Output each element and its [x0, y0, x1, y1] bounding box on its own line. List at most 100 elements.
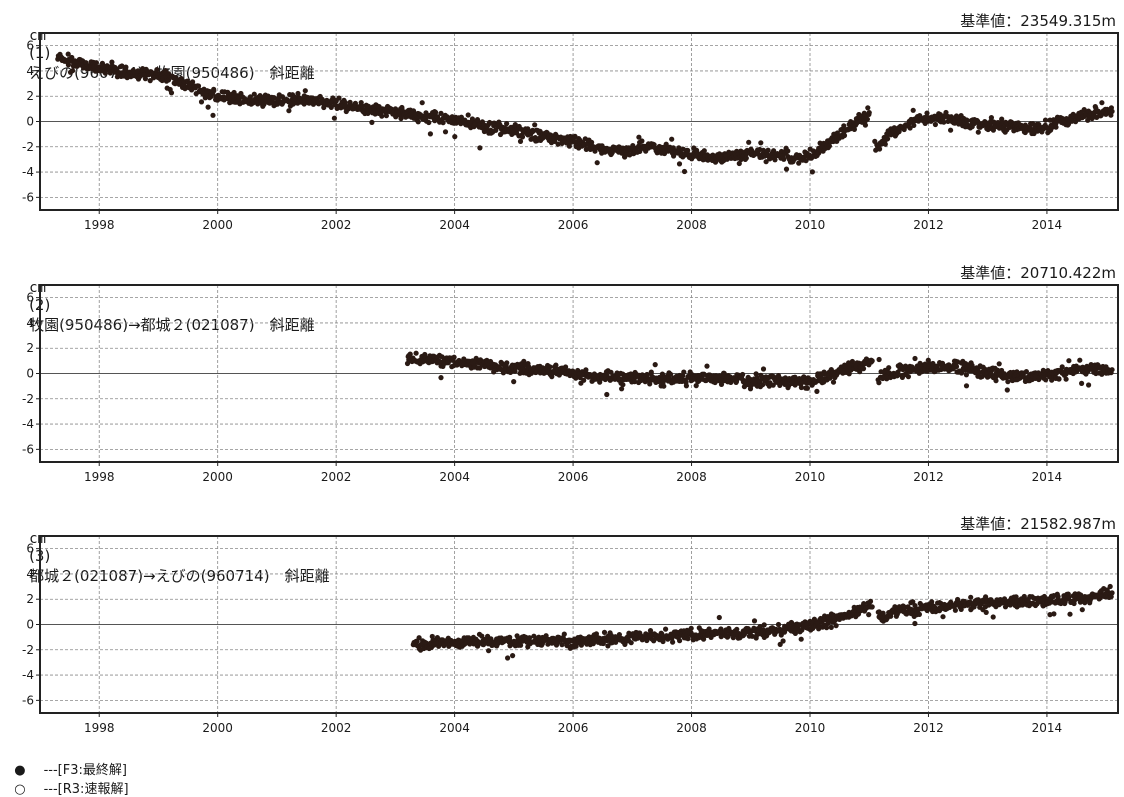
data-point	[775, 621, 782, 628]
y-tick-label: -2	[22, 392, 34, 406]
data-point	[1047, 612, 1053, 618]
data-point	[415, 119, 421, 125]
data-point	[302, 88, 308, 94]
data-point	[211, 88, 217, 94]
data-point	[632, 379, 638, 385]
plot-frame	[39, 32, 1119, 211]
data-point	[566, 143, 573, 149]
data-point	[583, 367, 589, 373]
data-point	[932, 121, 939, 128]
data-point	[620, 382, 626, 388]
data-point	[939, 360, 946, 366]
y-tick-label: 0	[26, 115, 34, 129]
y-tick-label: -6	[22, 442, 34, 456]
plot-frame	[39, 284, 1119, 463]
data-point	[526, 635, 533, 641]
data-point	[1001, 596, 1008, 602]
data-point	[644, 371, 650, 378]
legend-final-label: ---[F3:最終解]	[43, 763, 127, 778]
x-tick-label: 2014	[1032, 470, 1063, 484]
data-point	[1023, 369, 1029, 375]
data-point	[1077, 599, 1083, 605]
data-point	[1056, 376, 1062, 382]
data-point	[1086, 382, 1092, 388]
x-tick-label: 2014	[1032, 218, 1063, 232]
data-point	[688, 625, 694, 631]
data-point	[142, 76, 148, 82]
data-point	[760, 382, 766, 388]
data-point	[841, 132, 848, 139]
data-point	[477, 145, 483, 151]
data-point	[251, 91, 257, 97]
data-point	[693, 383, 699, 389]
data-point	[205, 104, 211, 110]
x-tick-label: 2008	[676, 218, 707, 232]
data-point	[763, 159, 769, 165]
y-tick-label: -2	[22, 140, 34, 154]
data-point	[683, 383, 690, 389]
data-point	[663, 626, 669, 632]
data-point	[948, 127, 954, 133]
data-point	[512, 122, 518, 128]
data-point	[851, 126, 858, 132]
x-tick-label: 2012	[913, 218, 944, 232]
data-point	[668, 371, 674, 377]
data-point	[451, 354, 457, 360]
data-point	[1005, 379, 1011, 385]
data-point	[670, 639, 676, 645]
data-point	[190, 79, 196, 85]
data-point	[943, 109, 949, 116]
legend-rapid-symbol: ○	[14, 782, 26, 797]
data-point	[102, 70, 108, 76]
panel-2-title-text: 牧園(950486)→都城２(021087) 斜距離	[29, 316, 315, 334]
data-point	[583, 146, 589, 152]
x-tick-label: 2000	[202, 721, 233, 735]
y-tick-label: -4	[22, 668, 34, 682]
data-point	[119, 63, 125, 69]
data-points	[404, 350, 1115, 398]
data-point	[532, 122, 538, 128]
data-point	[1109, 590, 1115, 596]
data-point	[1109, 367, 1115, 373]
y-tick-label: -6	[22, 693, 34, 707]
x-tick-label: 1998	[84, 721, 115, 735]
data-point	[561, 631, 567, 637]
data-point	[857, 369, 863, 375]
data-point	[669, 136, 675, 142]
data-point	[559, 642, 565, 648]
x-tick-label: 2010	[795, 218, 826, 232]
data-point	[247, 94, 253, 100]
y-tick-label: 4	[26, 316, 34, 330]
data-point	[865, 105, 871, 111]
y-tick-label: 4	[26, 64, 34, 78]
data-point	[331, 115, 337, 121]
data-point	[736, 160, 742, 167]
data-point	[804, 385, 811, 391]
data-point	[993, 378, 999, 384]
data-point	[866, 110, 872, 116]
x-tick-label: 2000	[202, 470, 233, 484]
data-point	[652, 362, 658, 368]
data-point	[166, 77, 172, 83]
data-point	[547, 364, 553, 370]
data-point	[1053, 124, 1059, 130]
x-tick-label: 2006	[558, 218, 589, 232]
data-point	[661, 383, 667, 389]
data-point	[781, 156, 787, 162]
data-point	[458, 114, 464, 120]
data-point	[716, 614, 722, 621]
data-point	[647, 628, 654, 634]
y-tick-label: 2	[26, 89, 34, 103]
data-point	[907, 125, 913, 131]
data-point	[1063, 376, 1069, 382]
data-point	[178, 76, 184, 82]
data-point	[841, 123, 847, 129]
data-point	[828, 624, 834, 630]
data-point	[964, 118, 970, 124]
data-point	[559, 140, 565, 146]
data-point	[553, 362, 559, 368]
data-point	[912, 603, 918, 609]
data-point	[963, 383, 970, 389]
data-point	[1041, 593, 1047, 600]
data-point	[876, 380, 882, 386]
